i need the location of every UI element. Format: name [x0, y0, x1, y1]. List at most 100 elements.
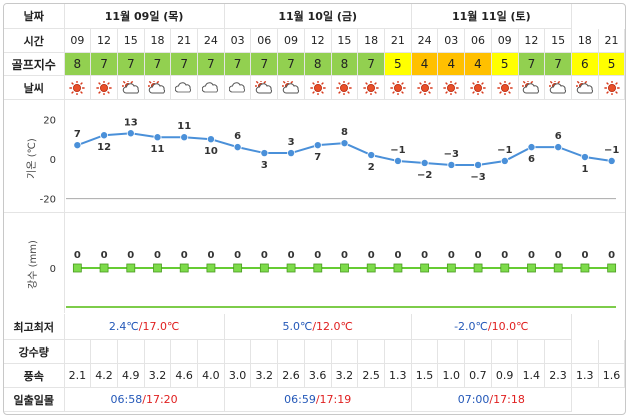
- sun-icon: [95, 80, 113, 95]
- partly-cloudy-icon: [549, 80, 567, 94]
- rain-value-label: 0: [101, 250, 108, 261]
- partly-cloudy-icon: [575, 80, 594, 94]
- temperature-value-label: 7: [314, 152, 321, 163]
- wind-cell: 4.6: [170, 363, 199, 388]
- temperature-point: [393, 156, 402, 165]
- max-temp: 17.0℃: [142, 320, 180, 333]
- temperature-value-label: 3: [288, 137, 295, 148]
- golf-index-cell: 4: [437, 52, 466, 76]
- temp-separator: /: [487, 320, 492, 333]
- sunset-time: 17:20: [145, 393, 178, 406]
- temperature-point: [73, 141, 82, 150]
- golf-index-cell: 8: [64, 52, 92, 76]
- time-cell: 24: [411, 28, 439, 53]
- rain-point: [126, 263, 136, 273]
- rain-value-label: 0: [448, 250, 455, 261]
- date-cell: 11월 11일 (토): [411, 4, 572, 29]
- date-cell: 11월 10일 (금): [224, 4, 412, 29]
- time-cell: 15: [117, 28, 145, 53]
- weather-cell: [464, 75, 492, 100]
- sun-separator: /: [142, 393, 146, 406]
- rain-point: [393, 263, 403, 273]
- rain-value-label: 0: [181, 250, 188, 261]
- temperature-value-label: 8: [341, 127, 348, 138]
- sunrise-sunset-cell: 06:59/17:19: [224, 387, 412, 412]
- sunrise-sunset-cell: 07:00/17:18: [411, 387, 572, 412]
- chart-divider: [4, 212, 625, 213]
- rain-point: [553, 263, 563, 273]
- rain-point: [72, 263, 82, 273]
- wind-cell: 1.0: [437, 363, 466, 388]
- sunset-time: 17:18: [493, 393, 525, 406]
- temp-tick-label: 0: [50, 155, 56, 166]
- golf-index-cell: 8: [304, 52, 332, 76]
- temperature-value-label: 6: [234, 131, 241, 142]
- time-cell: 09: [64, 28, 92, 53]
- rain-point: [366, 263, 376, 273]
- rain-value-label: 0: [608, 250, 615, 261]
- rain-value-label: 0: [288, 250, 295, 261]
- weather-cell: [491, 75, 519, 100]
- partly-cloudy-icon: [522, 80, 540, 94]
- rain-point: [259, 263, 269, 273]
- weather-cell: [117, 75, 145, 100]
- weather-cell: [277, 75, 305, 100]
- max-temp: 10.0℃: [491, 320, 529, 333]
- temperature-point: [126, 129, 135, 138]
- wind-cell: 3.2: [331, 363, 359, 388]
- wind-cell: 2.6: [277, 363, 305, 388]
- weather-cell: [544, 75, 572, 100]
- temperature-value-label: 3: [261, 160, 268, 171]
- temp-tick-label: 20: [43, 115, 56, 126]
- rain-value-label: 0: [154, 250, 161, 261]
- weather-forecast-panel: 날짜 11월 09일 (목) 11월 10일 (금) 11월 11일 (토) 시간 …: [3, 3, 626, 415]
- golf-index-cell: 8: [331, 52, 359, 76]
- temperature-value-label: −1: [390, 145, 405, 156]
- weather-cell: [304, 75, 332, 100]
- temperature-point: [580, 153, 589, 162]
- time-row: 시간 09 12 15 18 21 24 03 06 09 12 15 18 21 24 03 06 09 12 1…: [4, 28, 625, 53]
- wind-cell: 3.0: [224, 363, 252, 388]
- sun-icon: [416, 80, 434, 95]
- time-cell: 12: [90, 28, 118, 53]
- weather-cell: [411, 75, 439, 100]
- rain-cell: [117, 339, 145, 364]
- sun-icon: [335, 80, 353, 95]
- sun-icon: [603, 80, 621, 95]
- weather-cell: [144, 75, 172, 100]
- weather-cell: [384, 75, 412, 100]
- rain-point: [580, 263, 590, 273]
- temperature-value-label: −3: [470, 172, 485, 183]
- wind-label: 풍속: [4, 363, 65, 388]
- rain-value-label: 0: [207, 250, 214, 261]
- temperature-point: [100, 131, 109, 140]
- rain-cell: [598, 339, 625, 364]
- time-cell: 18: [144, 28, 172, 53]
- time-cell: 09: [491, 28, 519, 53]
- temp-separator: /: [312, 320, 317, 333]
- temperature-value-label: 6: [555, 131, 562, 142]
- rain-point: [500, 263, 510, 273]
- wind-cell: 3.2: [250, 363, 279, 388]
- sun-icon: [362, 80, 380, 95]
- max-min-cell: 2.4℃/17.0℃: [64, 314, 225, 340]
- golf-index-cell: 7: [144, 52, 172, 76]
- rain-point: [527, 263, 536, 273]
- sunrise-time: 06:58: [110, 393, 143, 406]
- temperature-point: [287, 149, 296, 158]
- temperature-value-label: 12: [97, 142, 111, 153]
- wind-cell: 0.9: [491, 363, 519, 388]
- weather-label: 날씨: [4, 75, 65, 100]
- rain-value-label: 0: [74, 250, 81, 261]
- rain-cell: [64, 339, 92, 364]
- sunrise-time: 06:59: [284, 393, 316, 406]
- rain-value-label: 0: [127, 250, 134, 261]
- rain-cell: [411, 339, 439, 364]
- temperature-point: [420, 158, 429, 167]
- rain-cell: [277, 339, 305, 364]
- temperature-point: [447, 160, 456, 169]
- rain-cell: [304, 339, 332, 364]
- wind-cell: 1.5: [411, 363, 439, 388]
- temperature-value-label: −3: [444, 149, 459, 160]
